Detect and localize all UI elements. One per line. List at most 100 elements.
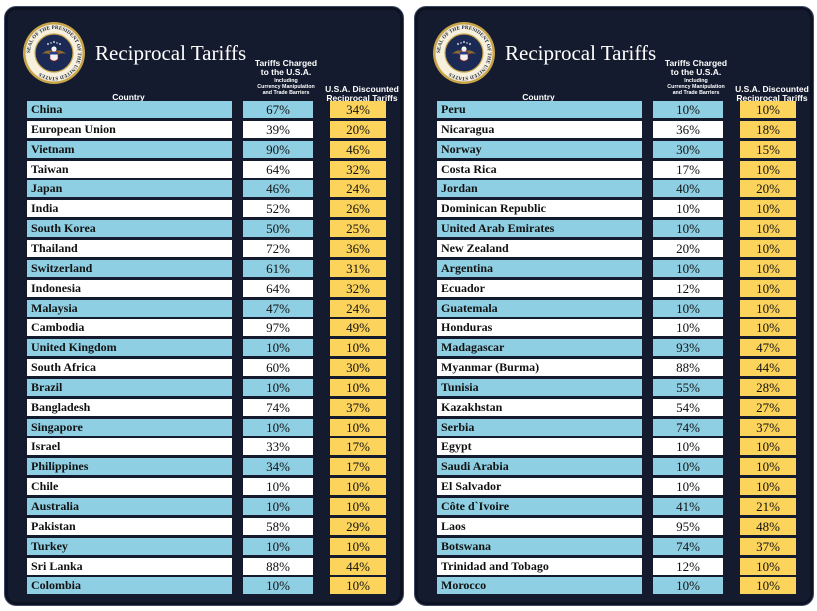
table-row: Cambodia 97% 49% [25,319,391,337]
page-title: Reciprocal Tariffs [95,41,247,65]
country-name-cell: Cambodia [27,319,232,337]
discounted-tariff-cell: 34% [330,101,386,118]
country-name-cell: Saudi Arabia [437,458,642,476]
country-name-cell: Pakistan [27,517,232,535]
tariff-charged-cell: 58% [243,517,313,535]
table-row: Australia 10% 10% [25,498,391,515]
tariff-charged-cell: 10% [653,200,723,218]
tariff-charged-cell: 97% [243,319,313,337]
discounted-tariff-cell: 21% [740,498,796,515]
tariff-charged-cell: 95% [653,517,723,535]
table-row: Japan 46% 24% [25,180,391,198]
discounted-tariff-cell: 32% [330,160,386,178]
tariff-charged-cell: 10% [653,220,723,238]
table-row: Côte d`Ivoire 41% 21% [435,498,801,515]
table-row: Turkey 10% 10% [25,537,391,555]
discounted-column-header: U.S.A. Discounted Reciprocal Tariffs [321,85,403,103]
tariff-panel-right: SEAL OF THE PRESIDENT OF THE UNITED STAT… [414,6,814,606]
country-name-cell: Singapore [27,418,232,436]
table-row: Taiwan 64% 32% [25,160,391,178]
discounted-header-line-1: U.S.A. Discounted [735,84,809,94]
country-name-cell: Australia [27,498,232,515]
tariff-charged-cell: 10% [243,478,313,496]
discounted-tariff-cell: 44% [330,557,386,575]
table-row: Brazil 10% 10% [25,378,391,396]
country-name-cell: El Salvador [437,478,642,496]
country-name-cell: Kazakhstan [437,398,642,416]
country-name-cell: Guatemala [437,299,642,317]
table-row: Switzerland 61% 31% [25,259,391,277]
discounted-tariff-cell: 15% [740,140,796,158]
country-name-cell: Thailand [27,239,232,257]
table-row: New Zealand 20% 10% [435,239,801,257]
country-name-cell: Myanmar (Burma) [437,359,642,377]
charged-sub-line-3: and Trade Barriers [672,90,720,96]
table-row: South Korea 50% 25% [25,220,391,238]
tariff-charged-cell: 10% [243,577,313,595]
discounted-tariff-cell: 10% [740,259,796,277]
table-row: Chile 10% 10% [25,478,391,496]
discounted-tariff-cell: 10% [740,160,796,178]
presidential-seal-icon: SEAL OF THE PRESIDENT OF THE UNITED STAT… [23,22,85,84]
table-row: Singapore 10% 10% [25,418,391,436]
table-row: Guatemala 10% 10% [435,299,801,317]
page-title: Reciprocal Tariffs [505,41,657,65]
country-name-cell: Honduras [437,319,642,337]
country-name-cell: Sri Lanka [27,557,232,575]
tariff-charged-cell: 33% [243,438,313,456]
tariff-charged-cell: 20% [653,239,723,257]
table-row: Egypt 10% 10% [435,438,801,456]
discounted-tariff-cell: 37% [740,418,796,436]
discounted-tariff-cell: 47% [740,339,796,357]
country-name-cell: Brazil [27,378,232,396]
country-name-cell: South Africa [27,359,232,377]
tariff-charged-cell: 12% [653,279,723,297]
country-name-cell: Bangladesh [27,398,232,416]
country-name-cell: Chile [27,478,232,496]
discounted-tariff-cell: 48% [740,517,796,535]
table-row: Israel 33% 17% [25,438,391,456]
discounted-tariff-cell: 10% [330,498,386,515]
country-name-cell: Taiwan [27,160,232,178]
discounted-tariff-cell: 24% [330,180,386,198]
tariff-charged-cell: 10% [653,319,723,337]
country-name-cell: Serbia [437,418,642,436]
charged-header-line-1: Tariffs Charged [664,58,728,68]
charged-column-header: Tariffs Charged to the U.S.A. Including … [651,59,741,96]
charged-sub-line-2: Currency Manipulation [257,83,315,90]
country-name-cell: Ecuador [437,279,642,297]
country-name-cell: Jordan [437,180,642,198]
discounted-tariff-cell: 10% [740,478,796,496]
table-row: Colombia 10% 10% [25,577,391,595]
discounted-tariff-cell: 20% [330,120,386,138]
discounted-tariff-cell: 10% [740,101,796,118]
presidential-seal-icon: SEAL OF THE PRESIDENT OF THE UNITED STAT… [433,22,495,84]
discounted-tariff-cell: 10% [330,418,386,436]
tariff-charged-cell: 10% [243,339,313,357]
country-name-cell: Colombia [27,577,232,595]
tariff-charged-cell: 47% [243,299,313,317]
discounted-tariff-cell: 30% [330,359,386,377]
table-row: Serbia 74% 37% [435,418,801,436]
country-name-cell: United Arab Emirates [437,220,642,238]
tariff-charged-cell: 46% [243,180,313,198]
country-name-cell: Philippines [27,458,232,476]
discounted-tariff-cell: 49% [330,319,386,337]
table-row: Laos 95% 48% [435,517,801,535]
tariff-charged-cell: 61% [243,259,313,277]
discounted-tariff-cell: 10% [740,458,796,476]
country-name-cell: Morocco [437,577,642,595]
discounted-tariff-cell: 10% [740,200,796,218]
table-row: El Salvador 10% 10% [435,478,801,496]
country-name-cell: Madagascar [437,339,642,357]
tariff-charged-cell: 10% [653,577,723,595]
table-row: Norway 30% 15% [435,140,801,158]
discounted-tariff-cell: 20% [740,180,796,198]
table-row: Sri Lanka 88% 44% [25,557,391,575]
tariff-charged-cell: 64% [243,279,313,297]
table-row: Argentina 10% 10% [435,259,801,277]
table-row: Peru 10% 10% [435,101,801,118]
country-name-cell: Laos [437,517,642,535]
discounted-tariff-cell: 17% [330,458,386,476]
country-name-cell: Indonesia [27,279,232,297]
